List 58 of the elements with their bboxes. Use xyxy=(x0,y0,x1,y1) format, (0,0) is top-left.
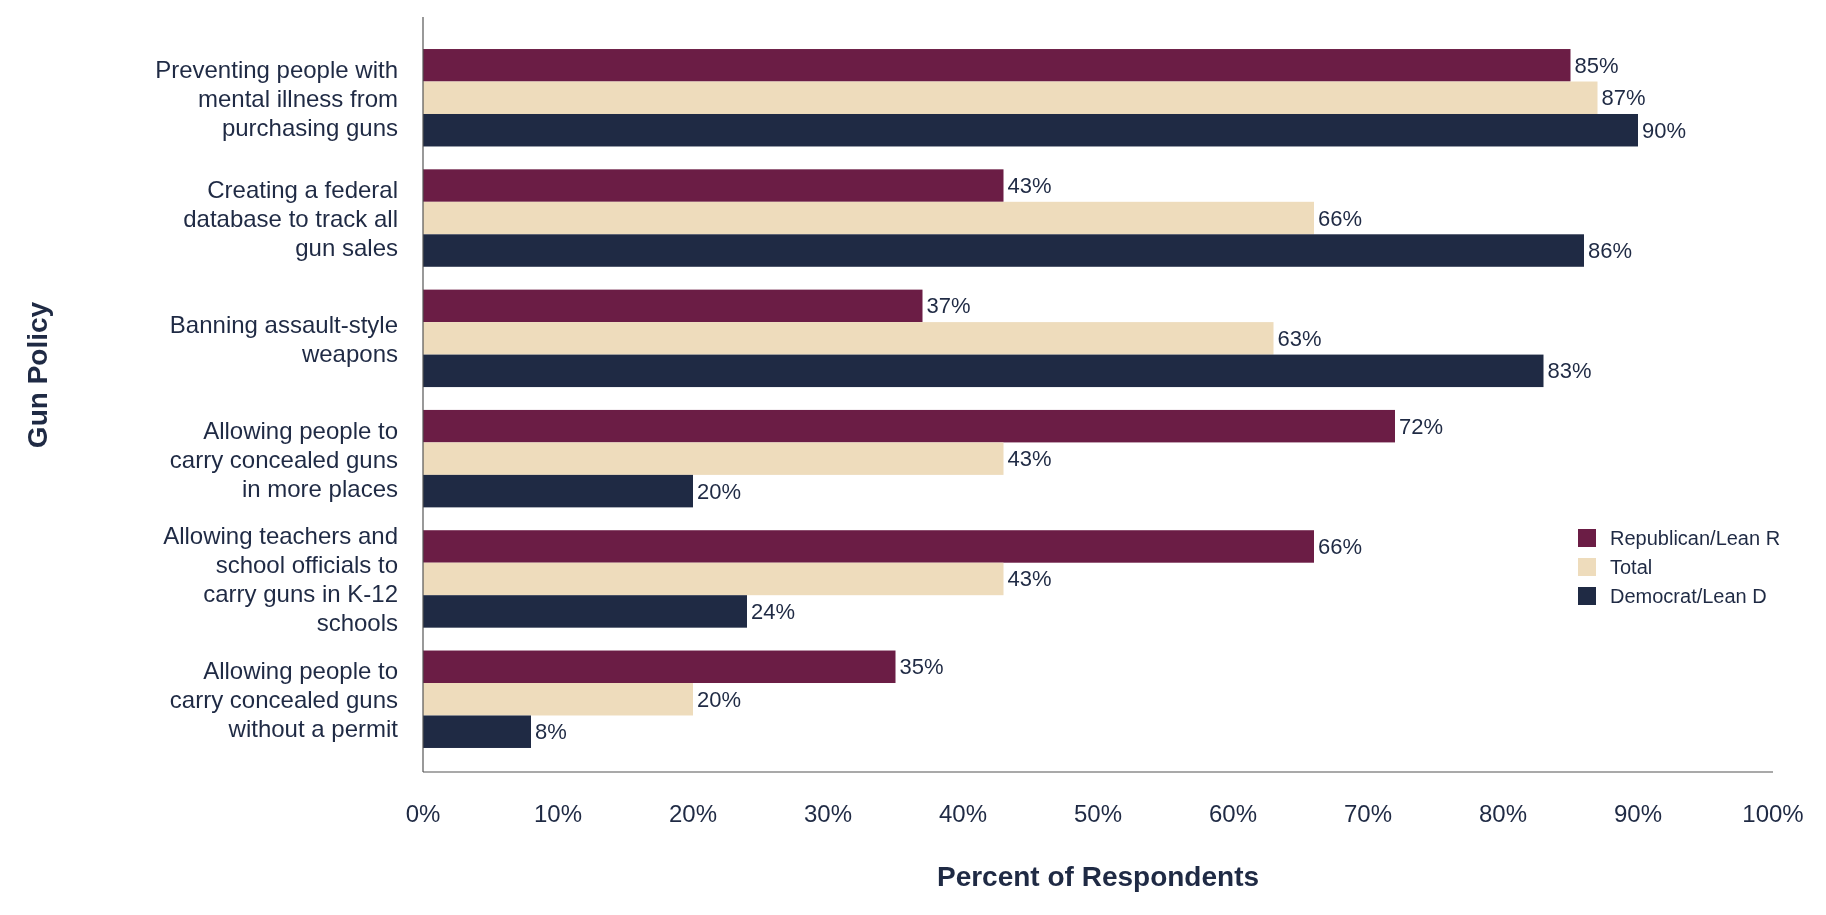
x-tick-label: 90% xyxy=(1613,799,1663,827)
x-tick-label: 60% xyxy=(1208,799,1258,827)
data-label: 85% xyxy=(1574,52,1619,78)
data-label: 37% xyxy=(926,293,971,319)
data-label: 83% xyxy=(1547,358,1592,384)
bar xyxy=(423,113,1638,147)
legend-label: Total xyxy=(1610,556,1653,578)
data-label: 72% xyxy=(1399,413,1444,439)
bar xyxy=(423,234,1584,267)
bar xyxy=(423,49,1571,82)
data-label: 24% xyxy=(751,598,796,624)
bar xyxy=(423,201,1314,235)
bar xyxy=(423,683,693,716)
x-tick-label: 30% xyxy=(803,799,853,827)
bar xyxy=(423,595,747,628)
legend-label: Republican/Lean R xyxy=(1610,527,1781,549)
y-tick-label: Creating a federal database to track all gun sales xyxy=(183,175,398,261)
data-label: 66% xyxy=(1318,533,1363,559)
bar xyxy=(423,530,1314,563)
y-axis-title: Gun Policy xyxy=(21,301,53,449)
y-tick-label: Banning assault-style weapons xyxy=(169,310,398,367)
bar xyxy=(423,354,1544,388)
bar xyxy=(423,650,896,684)
x-tick-label: 100% xyxy=(1742,799,1804,827)
bar xyxy=(423,289,923,323)
data-label: 43% xyxy=(1007,173,1052,199)
legend-label: Democrat/Lean D xyxy=(1610,585,1767,607)
x-tick-label: 50% xyxy=(1073,799,1123,827)
y-tick-label: Preventing people with mental illness from purchasing guns xyxy=(155,55,398,141)
data-label: 86% xyxy=(1588,238,1633,264)
data-label: 8% xyxy=(535,719,567,745)
bar xyxy=(423,474,693,508)
x-axis-title: Percent of Respondents xyxy=(936,860,1260,892)
data-label: 43% xyxy=(1007,446,1052,472)
x-tick-label: 40% xyxy=(938,799,988,827)
data-label: 63% xyxy=(1277,325,1322,351)
y-tick-label: Allowing people to carry concealed guns in more places xyxy=(169,416,398,502)
bar xyxy=(423,715,531,748)
bar xyxy=(423,322,1274,355)
x-tick-label: 10% xyxy=(533,799,583,827)
bar xyxy=(423,81,1598,114)
data-label: 66% xyxy=(1318,205,1363,231)
x-tick-label: 20% xyxy=(668,799,718,827)
data-label: 35% xyxy=(899,654,944,680)
y-tick-label: Allowing teachers and school officials to carry guns in K-12 schools xyxy=(163,521,398,636)
x-tick-label: 70% xyxy=(1343,799,1393,827)
x-tick-label: 80% xyxy=(1478,799,1528,827)
data-label: 43% xyxy=(1007,566,1052,592)
bar xyxy=(423,409,1395,443)
data-label: 20% xyxy=(697,478,742,504)
data-label: 87% xyxy=(1601,85,1646,111)
bar xyxy=(423,442,1004,475)
bar xyxy=(423,562,1004,596)
y-tick-label: Allowing people to carry concealed guns without a permit xyxy=(169,656,399,742)
data-label: 90% xyxy=(1642,117,1687,143)
bar xyxy=(423,169,1004,202)
data-label: 20% xyxy=(697,686,742,712)
x-tick-label: 0% xyxy=(405,799,441,827)
